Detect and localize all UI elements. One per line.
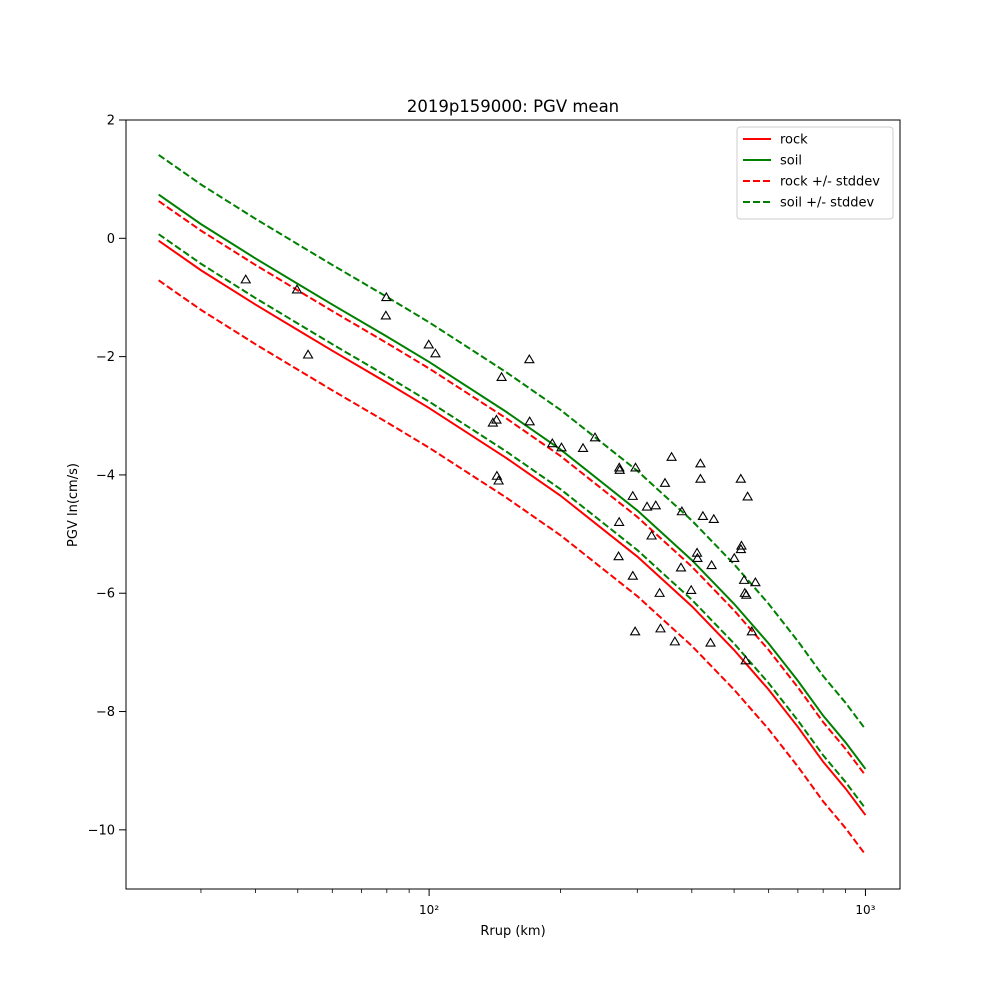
observation-marker [630, 462, 641, 472]
observation-marker [556, 442, 567, 452]
y-tick-label: −8 [96, 705, 115, 720]
series-line-6 [158, 233, 867, 810]
observation-marker [650, 500, 662, 510]
legend-label: rock [780, 133, 808, 148]
observation-marker [735, 473, 747, 483]
series-line-3 [158, 200, 867, 777]
observation-marker [496, 371, 508, 382]
observation-marker [738, 574, 750, 584]
observation-marker [589, 432, 601, 442]
observation-marker [746, 626, 758, 636]
y-tick-label: −2 [96, 350, 115, 365]
x-tick-label: 10³ [855, 903, 875, 917]
observation-marker [708, 513, 720, 523]
y-axis-label: PGV ln(cm/s) [66, 463, 81, 547]
legend: rock soil rock +/- stddev soil +/- stddev [736, 126, 894, 220]
series-line-4 [158, 279, 867, 856]
observation-marker [694, 458, 706, 468]
observation-marker [695, 473, 706, 483]
observation-marker [423, 339, 435, 349]
observation-marker [676, 506, 688, 516]
y-tick-label: 2 [107, 114, 115, 129]
observation-marker [742, 491, 754, 501]
plot-frame [125, 119, 901, 890]
observation-marker [240, 274, 252, 284]
observation-marker [546, 437, 558, 448]
observation-marker [735, 543, 747, 554]
x-axis-label: Rrup (km) [480, 924, 545, 939]
x-axis: 10² 10³ [200, 889, 876, 917]
y-tick-label: 0 [107, 232, 115, 247]
observation-marker [706, 559, 718, 570]
observation-marker [666, 451, 678, 461]
observation-marker [654, 587, 666, 597]
observation-marker [613, 516, 625, 526]
observation-marker [675, 562, 687, 572]
observation-marker [705, 637, 716, 647]
x-tick-label: 10² [419, 903, 439, 917]
legend-label: soil [780, 154, 802, 169]
observation-marker [523, 353, 535, 364]
y-tick-label: −6 [96, 587, 115, 602]
observation-marker [669, 636, 681, 646]
observation-marker [627, 490, 639, 500]
observation-marker [577, 442, 589, 453]
observation-marker [691, 547, 703, 557]
legend-box [736, 126, 894, 220]
observation-marker [291, 284, 303, 294]
y-tick-label: −10 [88, 823, 115, 838]
observation-marker [487, 417, 499, 427]
observation-marker [740, 589, 752, 599]
observation-marker [524, 416, 536, 426]
observation-marker [613, 550, 625, 561]
observation-marker [749, 576, 761, 587]
legend-label: rock +/- stddev [780, 175, 880, 190]
observation-marker [629, 626, 641, 636]
observation-marker [685, 584, 697, 594]
observation-marker [614, 464, 626, 474]
observation-marker [697, 510, 709, 521]
observation-marker [380, 310, 392, 320]
observation-marker [659, 477, 671, 487]
observation-marker [655, 623, 666, 633]
y-tick-label: −4 [96, 468, 115, 483]
observation-marker [493, 475, 505, 485]
legend-label: soil +/- stddev [780, 196, 875, 211]
observation-marker [302, 349, 314, 359]
observation-marker [491, 414, 502, 424]
observation-marker [740, 655, 752, 665]
observation-marker [728, 552, 740, 563]
observation-marker [646, 530, 658, 540]
observation-markers [240, 274, 761, 665]
y-axis: −10 −8 −6 −4 −2 0 2 [88, 114, 126, 838]
observation-marker [380, 291, 392, 302]
series-line-5 [158, 154, 867, 730]
observation-marker [691, 552, 703, 563]
series-line-1 [158, 239, 867, 816]
observation-marker [627, 570, 639, 580]
series-line-2 [158, 193, 867, 770]
observation-marker [429, 348, 441, 358]
observation-marker [613, 462, 625, 472]
observation-marker [641, 501, 653, 511]
curves-layer [158, 154, 867, 856]
chart-title: 2019p159000: PGV mean [407, 97, 619, 116]
observation-marker [735, 540, 747, 550]
